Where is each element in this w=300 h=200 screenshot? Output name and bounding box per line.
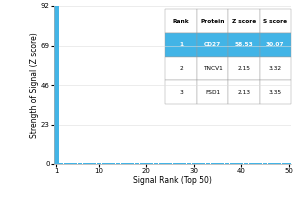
- Bar: [182, 163, 187, 164]
- Bar: [220, 163, 224, 164]
- Bar: [102, 163, 106, 164]
- Bar: [154, 163, 158, 164]
- Bar: [168, 163, 172, 164]
- Bar: [87, 163, 92, 164]
- Bar: [215, 163, 220, 164]
- Bar: [59, 163, 63, 164]
- Bar: [125, 163, 130, 164]
- Bar: [196, 163, 201, 164]
- Bar: [234, 163, 239, 164]
- Bar: [277, 163, 281, 164]
- Bar: [163, 163, 167, 164]
- Bar: [106, 163, 111, 164]
- Bar: [78, 163, 82, 164]
- Bar: [64, 163, 68, 164]
- Bar: [249, 163, 253, 164]
- Bar: [130, 163, 134, 164]
- Bar: [140, 163, 144, 164]
- Bar: [253, 163, 258, 164]
- Bar: [68, 163, 73, 164]
- Bar: [239, 163, 243, 164]
- Bar: [272, 163, 277, 164]
- Bar: [144, 163, 148, 164]
- Y-axis label: Strength of Signal (Z score): Strength of Signal (Z score): [30, 32, 39, 138]
- Bar: [116, 163, 120, 164]
- Bar: [187, 163, 191, 164]
- Bar: [92, 163, 96, 164]
- Bar: [158, 163, 163, 164]
- Bar: [97, 163, 101, 164]
- Bar: [178, 163, 182, 164]
- Bar: [73, 163, 77, 164]
- Bar: [54, 6, 58, 164]
- Bar: [83, 163, 87, 164]
- Bar: [258, 163, 262, 164]
- Bar: [192, 163, 196, 164]
- Bar: [121, 163, 125, 164]
- Bar: [135, 163, 139, 164]
- Bar: [201, 163, 206, 164]
- Bar: [286, 163, 291, 164]
- Bar: [225, 163, 229, 164]
- Bar: [206, 163, 210, 164]
- Bar: [268, 163, 272, 164]
- Bar: [149, 163, 153, 164]
- Bar: [263, 163, 267, 164]
- Bar: [244, 163, 248, 164]
- Bar: [111, 163, 116, 164]
- Bar: [173, 163, 177, 164]
- Bar: [211, 163, 215, 164]
- Bar: [282, 163, 286, 164]
- Bar: [230, 163, 234, 164]
- X-axis label: Signal Rank (Top 50): Signal Rank (Top 50): [133, 176, 212, 185]
